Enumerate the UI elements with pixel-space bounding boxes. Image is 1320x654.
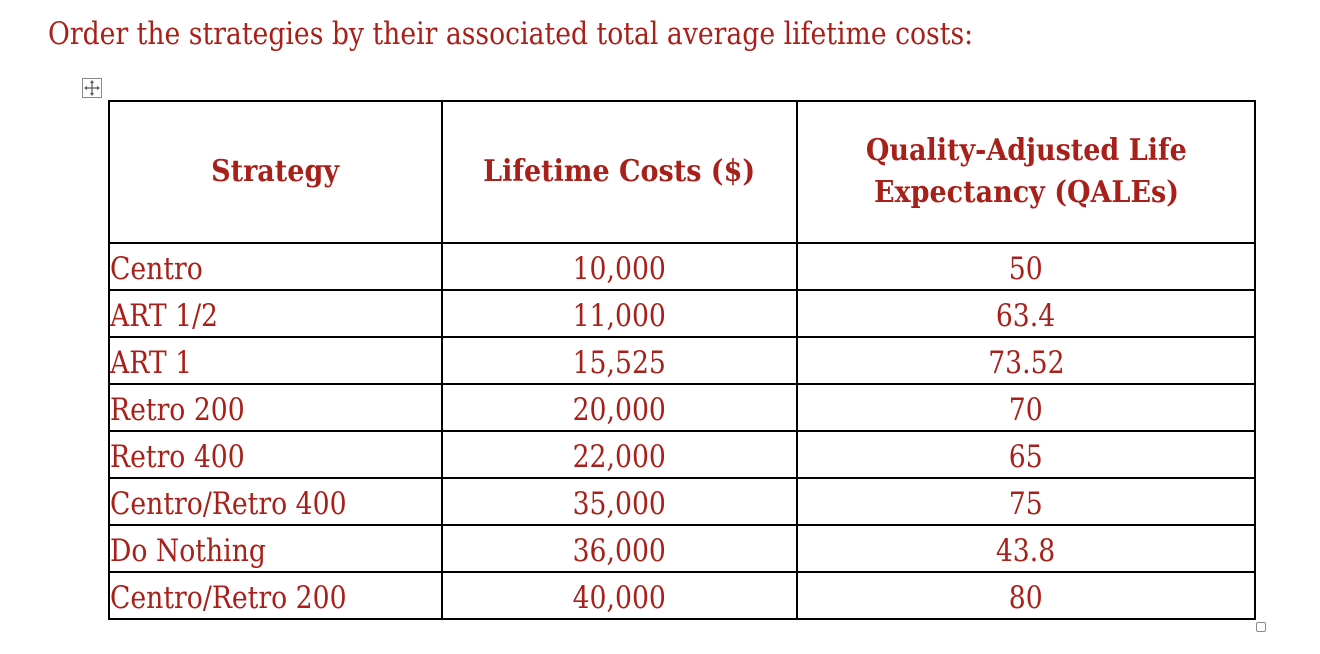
cell-qale: 63.4 [796,289,1256,338]
cell-cost: 20,000 [441,383,798,432]
cell-cost: 35,000 [441,477,798,526]
cell-cost: 22,000 [441,430,798,479]
cell-qale: 75 [796,477,1256,526]
table-row: Centro 10,000 50 [108,242,1256,291]
cell-cost: 11,000 [441,289,798,338]
cell-cost: 10,000 [441,242,798,291]
cell-qale: 43.8 [796,524,1256,573]
question-label: Order the strategies by their associated… [48,16,974,52]
cell-qale: 73.52 [796,336,1256,385]
header-strategy: Strategy [108,100,443,244]
table-row: Do Nothing 36,000 43.8 [108,524,1256,573]
cell-qale: 65 [796,430,1256,479]
cell-qale: 70 [796,383,1256,432]
table-move-handle[interactable] [82,78,102,98]
table-row: Centro/Retro 400 35,000 75 [108,477,1256,526]
strategy-cost-table: Strategy Lifetime Costs ($) Quality-Adju… [108,100,1256,620]
cell-strategy: ART 1/2 [108,289,443,338]
cell-strategy: ART 1 [108,336,443,385]
header-lifetime-costs: Lifetime Costs ($) [441,100,798,244]
cell-cost: 40,000 [441,571,798,620]
table-row: Centro/Retro 200 40,000 80 [108,571,1256,620]
cell-cost: 36,000 [441,524,798,573]
header-qale: Quality-Adjusted Life Expectancy (QALEs) [796,100,1256,244]
cell-strategy: Do Nothing [108,524,443,573]
table-header-row: Strategy Lifetime Costs ($) Quality-Adju… [108,100,1256,244]
move-arrows-icon [83,79,101,97]
cell-strategy: Retro 200 [108,383,443,432]
cell-strategy: Centro/Retro 200 [108,571,443,620]
table-row: ART 1 15,525 73.52 [108,336,1256,385]
cell-strategy: Centro/Retro 400 [108,477,443,526]
cell-qale: 50 [796,242,1256,291]
question-text: Order the strategies by their associated… [48,12,1124,56]
cell-qale: 80 [796,571,1256,620]
cell-strategy: Centro [108,242,443,291]
table-row: ART 1/2 11,000 63.4 [108,289,1256,338]
table-row: Retro 200 20,000 70 [108,383,1256,432]
cell-cost: 15,525 [441,336,798,385]
table-resize-handle[interactable] [1256,622,1266,632]
cell-strategy: Retro 400 [108,430,443,479]
table-row: Retro 400 22,000 65 [108,430,1256,479]
